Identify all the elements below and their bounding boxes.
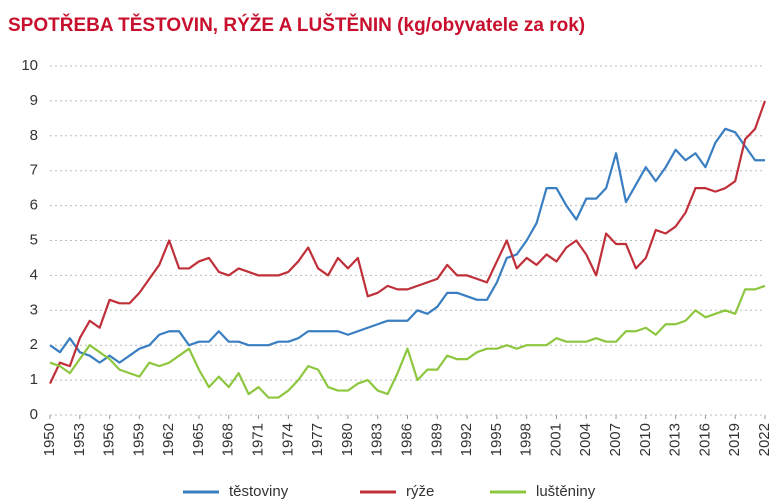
legend-label: rýže xyxy=(406,483,434,500)
x-tick-label: 2013 xyxy=(667,423,684,456)
legend-label: luštěniny xyxy=(536,483,596,500)
x-tick-label: 2019 xyxy=(726,423,743,456)
chart-title: SPOTŘEBA TĚSTOVIN, RÝŽE A LUŠTĚNIN (kg/o… xyxy=(8,14,585,36)
x-tick-label: 1983 xyxy=(369,423,386,456)
series-line xyxy=(49,284,766,399)
x-tick-label: 1974 xyxy=(279,423,296,456)
x-tick-label: 1953 xyxy=(71,423,88,456)
x-tick-label: 1998 xyxy=(518,423,535,456)
y-tick-label: 1 xyxy=(30,371,38,388)
series-line xyxy=(49,127,765,364)
y-tick-label: 10 xyxy=(21,57,38,74)
x-tick-label: 1992 xyxy=(458,423,475,456)
y-tick-label: 9 xyxy=(30,92,38,109)
y-tick-label: 3 xyxy=(30,301,38,318)
y-tick-label: 2 xyxy=(30,336,38,353)
legend-label: těstoviny xyxy=(229,483,289,500)
series-line xyxy=(49,100,767,385)
y-tick-label: 4 xyxy=(30,266,38,283)
x-tick-label: 1962 xyxy=(160,423,177,456)
x-tick-label: 1965 xyxy=(190,423,207,456)
x-tick-label: 2007 xyxy=(607,423,624,456)
x-tick-label: 2004 xyxy=(577,423,594,456)
x-tick-label: 2010 xyxy=(637,423,654,456)
y-tick-label: 7 xyxy=(30,162,38,179)
x-tick-label: 1968 xyxy=(220,423,237,456)
x-tick-label: 2016 xyxy=(696,423,713,456)
x-tick-label: 1959 xyxy=(130,423,147,456)
x-tick-label: 1989 xyxy=(428,423,445,456)
y-tick-label: 6 xyxy=(30,197,38,214)
x-tick-label: 1956 xyxy=(101,423,118,456)
y-tick-label: 5 xyxy=(30,231,38,248)
x-tick-label: 1980 xyxy=(339,423,356,456)
x-tick-label: 2001 xyxy=(547,423,564,456)
y-tick-label: 8 xyxy=(30,127,38,144)
x-tick-label: 2022 xyxy=(756,423,771,456)
y-tick-label: 0 xyxy=(30,406,38,423)
x-tick-label: 1950 xyxy=(41,423,58,456)
x-tick-label: 1995 xyxy=(488,423,505,456)
x-tick-label: 1971 xyxy=(250,423,267,456)
x-tick-label: 1977 xyxy=(309,423,326,456)
x-tick-label: 1986 xyxy=(398,423,415,456)
